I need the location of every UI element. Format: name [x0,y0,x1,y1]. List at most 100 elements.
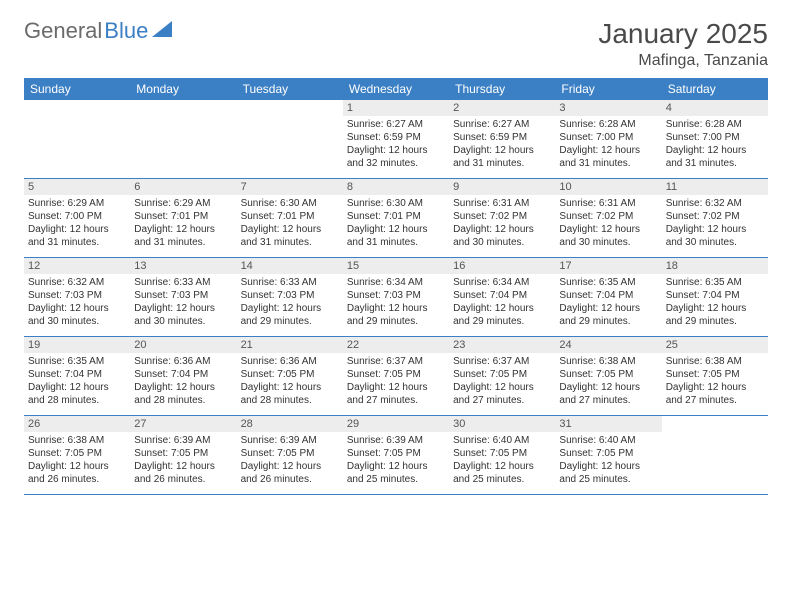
day-cell: 9Sunrise: 6:31 AMSunset: 7:02 PMDaylight… [449,179,555,257]
sunset-line: Sunset: 7:01 PM [241,210,339,223]
sunset-line: Sunset: 7:00 PM [666,131,764,144]
sunset-line: Sunset: 7:04 PM [666,289,764,302]
logo-triangle-icon [152,21,172,37]
weeks-container: 1Sunrise: 6:27 AMSunset: 6:59 PMDaylight… [24,100,768,495]
day-body: Sunrise: 6:30 AMSunset: 7:01 PMDaylight:… [343,195,449,253]
day-cell: 19Sunrise: 6:35 AMSunset: 7:04 PMDayligh… [24,337,130,415]
day-cell: 12Sunrise: 6:32 AMSunset: 7:03 PMDayligh… [24,258,130,336]
sunset-line: Sunset: 7:05 PM [347,447,445,460]
sunset-line: Sunset: 7:02 PM [453,210,551,223]
sunset-line: Sunset: 7:05 PM [241,368,339,381]
daylight-line: Daylight: 12 hours and 25 minutes. [347,460,445,486]
day-body: Sunrise: 6:38 AMSunset: 7:05 PMDaylight:… [24,432,130,490]
day-cell: 6Sunrise: 6:29 AMSunset: 7:01 PMDaylight… [130,179,236,257]
sunrise-line: Sunrise: 6:27 AM [453,118,551,131]
day-cell: 7Sunrise: 6:30 AMSunset: 7:01 PMDaylight… [237,179,343,257]
day-body: Sunrise: 6:29 AMSunset: 7:00 PMDaylight:… [24,195,130,253]
daylight-line: Daylight: 12 hours and 30 minutes. [559,223,657,249]
sunset-line: Sunset: 7:05 PM [559,447,657,460]
day-number: 18 [662,258,768,274]
daylight-line: Daylight: 12 hours and 29 minutes. [453,302,551,328]
day-cell: 26Sunrise: 6:38 AMSunset: 7:05 PMDayligh… [24,416,130,494]
day-number: 15 [343,258,449,274]
daylight-line: Daylight: 12 hours and 26 minutes. [241,460,339,486]
sunrise-line: Sunrise: 6:29 AM [28,197,126,210]
day-cell: 16Sunrise: 6:34 AMSunset: 7:04 PMDayligh… [449,258,555,336]
sunrise-line: Sunrise: 6:32 AM [28,276,126,289]
day-cell: 30Sunrise: 6:40 AMSunset: 7:05 PMDayligh… [449,416,555,494]
daylight-line: Daylight: 12 hours and 27 minutes. [453,381,551,407]
sunset-line: Sunset: 7:03 PM [134,289,232,302]
daylight-line: Daylight: 12 hours and 32 minutes. [347,144,445,170]
day-cell: 29Sunrise: 6:39 AMSunset: 7:05 PMDayligh… [343,416,449,494]
sunrise-line: Sunrise: 6:33 AM [241,276,339,289]
week-row: 26Sunrise: 6:38 AMSunset: 7:05 PMDayligh… [24,416,768,495]
daylight-line: Daylight: 12 hours and 29 minutes. [347,302,445,328]
sunrise-line: Sunrise: 6:40 AM [453,434,551,447]
day-cell [662,416,768,494]
sunrise-line: Sunrise: 6:39 AM [134,434,232,447]
sunset-line: Sunset: 7:03 PM [28,289,126,302]
day-body: Sunrise: 6:40 AMSunset: 7:05 PMDaylight:… [449,432,555,490]
daylight-line: Daylight: 12 hours and 27 minutes. [347,381,445,407]
sunrise-line: Sunrise: 6:34 AM [453,276,551,289]
day-number: 12 [24,258,130,274]
day-number: 26 [24,416,130,432]
day-body: Sunrise: 6:33 AMSunset: 7:03 PMDaylight:… [237,274,343,332]
daylight-line: Daylight: 12 hours and 29 minutes. [666,302,764,328]
logo-text-1: General [24,18,102,44]
day-number: 23 [449,337,555,353]
day-body: Sunrise: 6:34 AMSunset: 7:03 PMDaylight:… [343,274,449,332]
day-cell: 8Sunrise: 6:30 AMSunset: 7:01 PMDaylight… [343,179,449,257]
day-body: Sunrise: 6:39 AMSunset: 7:05 PMDaylight:… [237,432,343,490]
day-cell: 20Sunrise: 6:36 AMSunset: 7:04 PMDayligh… [130,337,236,415]
sunset-line: Sunset: 7:02 PM [559,210,657,223]
day-cell: 3Sunrise: 6:28 AMSunset: 7:00 PMDaylight… [555,100,661,178]
dow-cell: Tuesday [237,78,343,100]
daylight-line: Daylight: 12 hours and 28 minutes. [28,381,126,407]
day-body: Sunrise: 6:33 AMSunset: 7:03 PMDaylight:… [130,274,236,332]
sunrise-line: Sunrise: 6:28 AM [559,118,657,131]
daylight-line: Daylight: 12 hours and 31 minutes. [453,144,551,170]
sunset-line: Sunset: 7:05 PM [559,368,657,381]
week-row: 12Sunrise: 6:32 AMSunset: 7:03 PMDayligh… [24,258,768,337]
day-cell: 11Sunrise: 6:32 AMSunset: 7:02 PMDayligh… [662,179,768,257]
sunrise-line: Sunrise: 6:36 AM [134,355,232,368]
day-body: Sunrise: 6:31 AMSunset: 7:02 PMDaylight:… [449,195,555,253]
location-label: Mafinga, Tanzania [598,52,768,70]
day-number: 31 [555,416,661,432]
dow-cell: Saturday [662,78,768,100]
daylight-line: Daylight: 12 hours and 30 minutes. [666,223,764,249]
sunrise-line: Sunrise: 6:30 AM [347,197,445,210]
daylight-line: Daylight: 12 hours and 25 minutes. [559,460,657,486]
sunrise-line: Sunrise: 6:35 AM [559,276,657,289]
dow-cell: Thursday [449,78,555,100]
daylight-line: Daylight: 12 hours and 30 minutes. [453,223,551,249]
day-number: 13 [130,258,236,274]
daylight-line: Daylight: 12 hours and 31 minutes. [134,223,232,249]
sunrise-line: Sunrise: 6:37 AM [347,355,445,368]
day-number: 10 [555,179,661,195]
dow-cell: Wednesday [343,78,449,100]
sunrise-line: Sunrise: 6:32 AM [666,197,764,210]
daylight-line: Daylight: 12 hours and 26 minutes. [28,460,126,486]
day-number: 14 [237,258,343,274]
logo-text-2: Blue [104,18,148,44]
sunrise-line: Sunrise: 6:38 AM [559,355,657,368]
day-number: 4 [662,100,768,116]
sunrise-line: Sunrise: 6:29 AM [134,197,232,210]
day-body: Sunrise: 6:35 AMSunset: 7:04 PMDaylight:… [24,353,130,411]
day-body: Sunrise: 6:39 AMSunset: 7:05 PMDaylight:… [343,432,449,490]
day-number: 7 [237,179,343,195]
day-number: 19 [24,337,130,353]
day-body: Sunrise: 6:39 AMSunset: 7:05 PMDaylight:… [130,432,236,490]
sunset-line: Sunset: 6:59 PM [347,131,445,144]
day-cell: 1Sunrise: 6:27 AMSunset: 6:59 PMDaylight… [343,100,449,178]
day-cell: 14Sunrise: 6:33 AMSunset: 7:03 PMDayligh… [237,258,343,336]
day-number: 9 [449,179,555,195]
day-cell [237,100,343,178]
dow-cell: Monday [130,78,236,100]
daylight-line: Daylight: 12 hours and 29 minutes. [241,302,339,328]
daylight-line: Daylight: 12 hours and 25 minutes. [453,460,551,486]
sunset-line: Sunset: 7:04 PM [134,368,232,381]
